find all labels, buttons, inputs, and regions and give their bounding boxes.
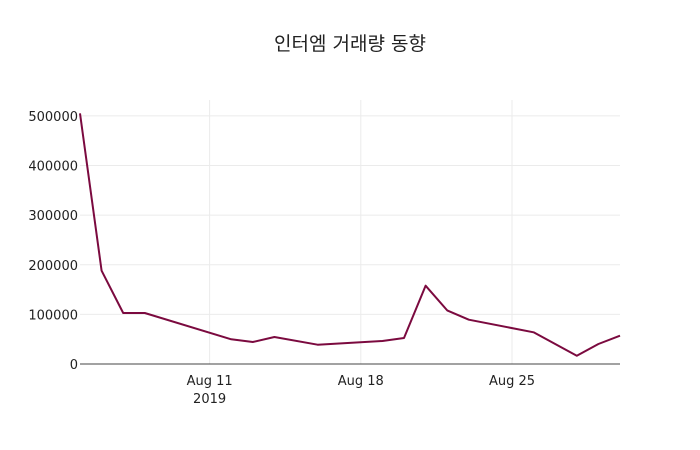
x-tick-label: Aug 11 [187,374,233,389]
chart-title: 인터엠 거래량 동향 [274,33,426,55]
y-tick-label: 200000 [28,259,78,274]
x-tick-label: Aug 25 [489,374,535,389]
y-tick-label: 300000 [28,209,78,224]
y-tick-label: 100000 [28,308,78,323]
y-tick-label: 500000 [28,110,78,125]
x-tick-sublabel: 2019 [193,392,226,407]
y-tick-label: 0 [70,358,78,373]
series-line [79,113,621,357]
y-tick-label: 400000 [28,160,78,175]
x-tick-label: Aug 18 [338,374,384,389]
